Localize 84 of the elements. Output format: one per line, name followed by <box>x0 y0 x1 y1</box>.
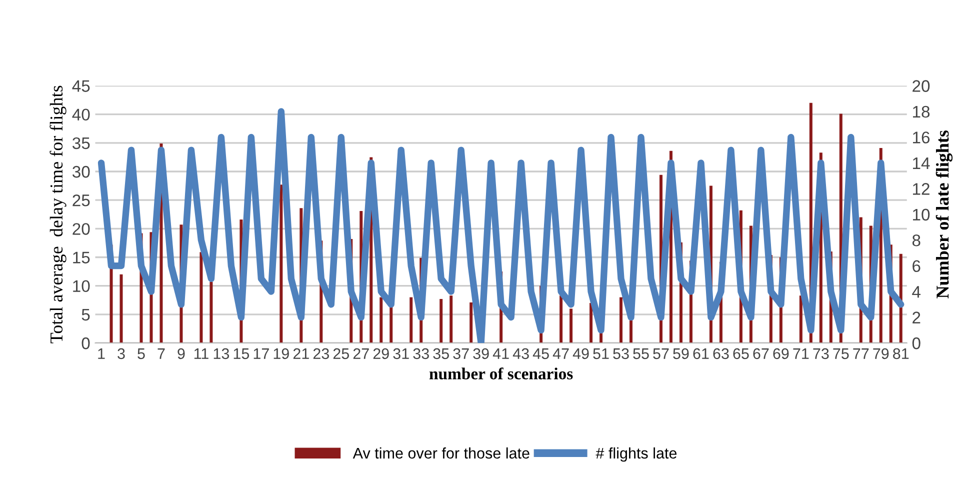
x-tick-label: 19 <box>274 348 289 360</box>
bar <box>570 308 573 343</box>
legend-label: # flights late <box>596 447 677 462</box>
x-tick-label: 61 <box>693 348 709 360</box>
x-tick-label: 71 <box>793 348 809 359</box>
y-tick-label: 10 <box>73 280 90 292</box>
y-tick-label: 30 <box>72 166 90 178</box>
x-tick-label: 37 <box>453 348 469 360</box>
y-tick-label: 35 <box>72 137 90 150</box>
y2-tick-label: 10 <box>913 208 930 221</box>
y-axis-title: Total average delay time for flights <box>50 86 66 344</box>
x-tick-label: 63 <box>713 348 729 360</box>
bar <box>280 184 283 343</box>
y2-tick-label: 0 <box>912 337 920 350</box>
x-tick-label: 41 <box>492 348 509 359</box>
y2-tick-label: 18 <box>913 106 930 118</box>
x-tick-label: 73 <box>813 348 829 360</box>
y2-tick-label: 6 <box>912 260 920 272</box>
y-tick-label: 45 <box>72 80 90 92</box>
x-tick-label: 43 <box>512 348 529 360</box>
y-tick-label: 5 <box>82 308 90 321</box>
x-tick-label: 51 <box>593 348 609 360</box>
x-tick-label: 57 <box>653 348 669 360</box>
x-tick-label: 65 <box>733 348 749 360</box>
x-tick-label: 3 <box>118 348 125 360</box>
x-tick-label: 27 <box>353 348 369 359</box>
y2-tick-label: 14 <box>913 158 930 169</box>
x-tick-label: 67 <box>753 348 769 360</box>
y-tick-label: 40 <box>72 108 90 121</box>
x-tick-label: 5 <box>138 348 145 360</box>
y2-tick-label: 12 <box>913 183 930 195</box>
x-tick-label: 15 <box>234 348 250 360</box>
x-tick-label: 11 <box>194 348 208 359</box>
bar <box>440 298 443 343</box>
bar <box>410 297 413 343</box>
bar <box>210 282 213 343</box>
x-tick-label: 45 <box>532 348 549 360</box>
y-tick-label: 15 <box>73 252 90 264</box>
bar <box>390 306 393 343</box>
y2-tick-label: 20 <box>912 80 930 92</box>
x-tick-label: 81 <box>893 348 909 360</box>
legend-label: Av time over for those late <box>352 447 530 459</box>
bar <box>620 297 623 343</box>
y-tick-label: 25 <box>72 194 90 206</box>
bar <box>200 252 203 343</box>
y2-tick-label: 16 <box>913 132 930 144</box>
x-tick-label: 55 <box>633 348 649 360</box>
y2-tick-label: 8 <box>912 234 920 246</box>
x-tick-label: 33 <box>413 348 429 360</box>
y-tick-label: 0 <box>82 337 90 350</box>
x-tick-label: 75 <box>833 348 849 360</box>
x-tick-label: 25 <box>333 348 349 360</box>
x-tick-label: 79 <box>873 348 889 360</box>
bar <box>899 254 902 343</box>
x-tick-label: 49 <box>572 348 589 360</box>
x-tick-label: 13 <box>214 348 230 360</box>
bar <box>380 297 383 343</box>
x-tick-label: 17 <box>254 348 269 359</box>
x-tick-label: 31 <box>393 348 409 360</box>
bar <box>799 296 802 343</box>
x-tick-label: 35 <box>433 348 449 360</box>
x-tick-label: 1 <box>98 348 105 359</box>
bar <box>560 296 563 343</box>
bar <box>450 296 453 343</box>
x-tick-label: 9 <box>178 348 185 360</box>
x-tick-label: 47 <box>552 348 569 359</box>
x-tick-label: 21 <box>293 348 309 359</box>
x-tick-label: 23 <box>313 348 329 360</box>
x-tick-label: 53 <box>613 348 629 360</box>
bar <box>120 274 123 343</box>
x-tick-label: 7 <box>158 348 165 359</box>
y2-axis-title: Number of late flights <box>936 130 953 298</box>
x-tick-label: 59 <box>673 348 689 360</box>
y2-tick-label: 2 <box>912 312 920 324</box>
x-axis-title: number of scenarios <box>429 367 573 380</box>
bar <box>630 320 633 343</box>
bar <box>590 302 593 343</box>
bar <box>470 302 473 343</box>
x-tick-label: 29 <box>373 348 389 360</box>
x-tick-label: 77 <box>853 348 869 359</box>
y-tick-label: 20 <box>72 223 90 235</box>
y2-tick-label: 4 <box>912 286 921 298</box>
x-tick-label: 69 <box>773 348 789 360</box>
x-tick-label: 39 <box>473 348 489 360</box>
